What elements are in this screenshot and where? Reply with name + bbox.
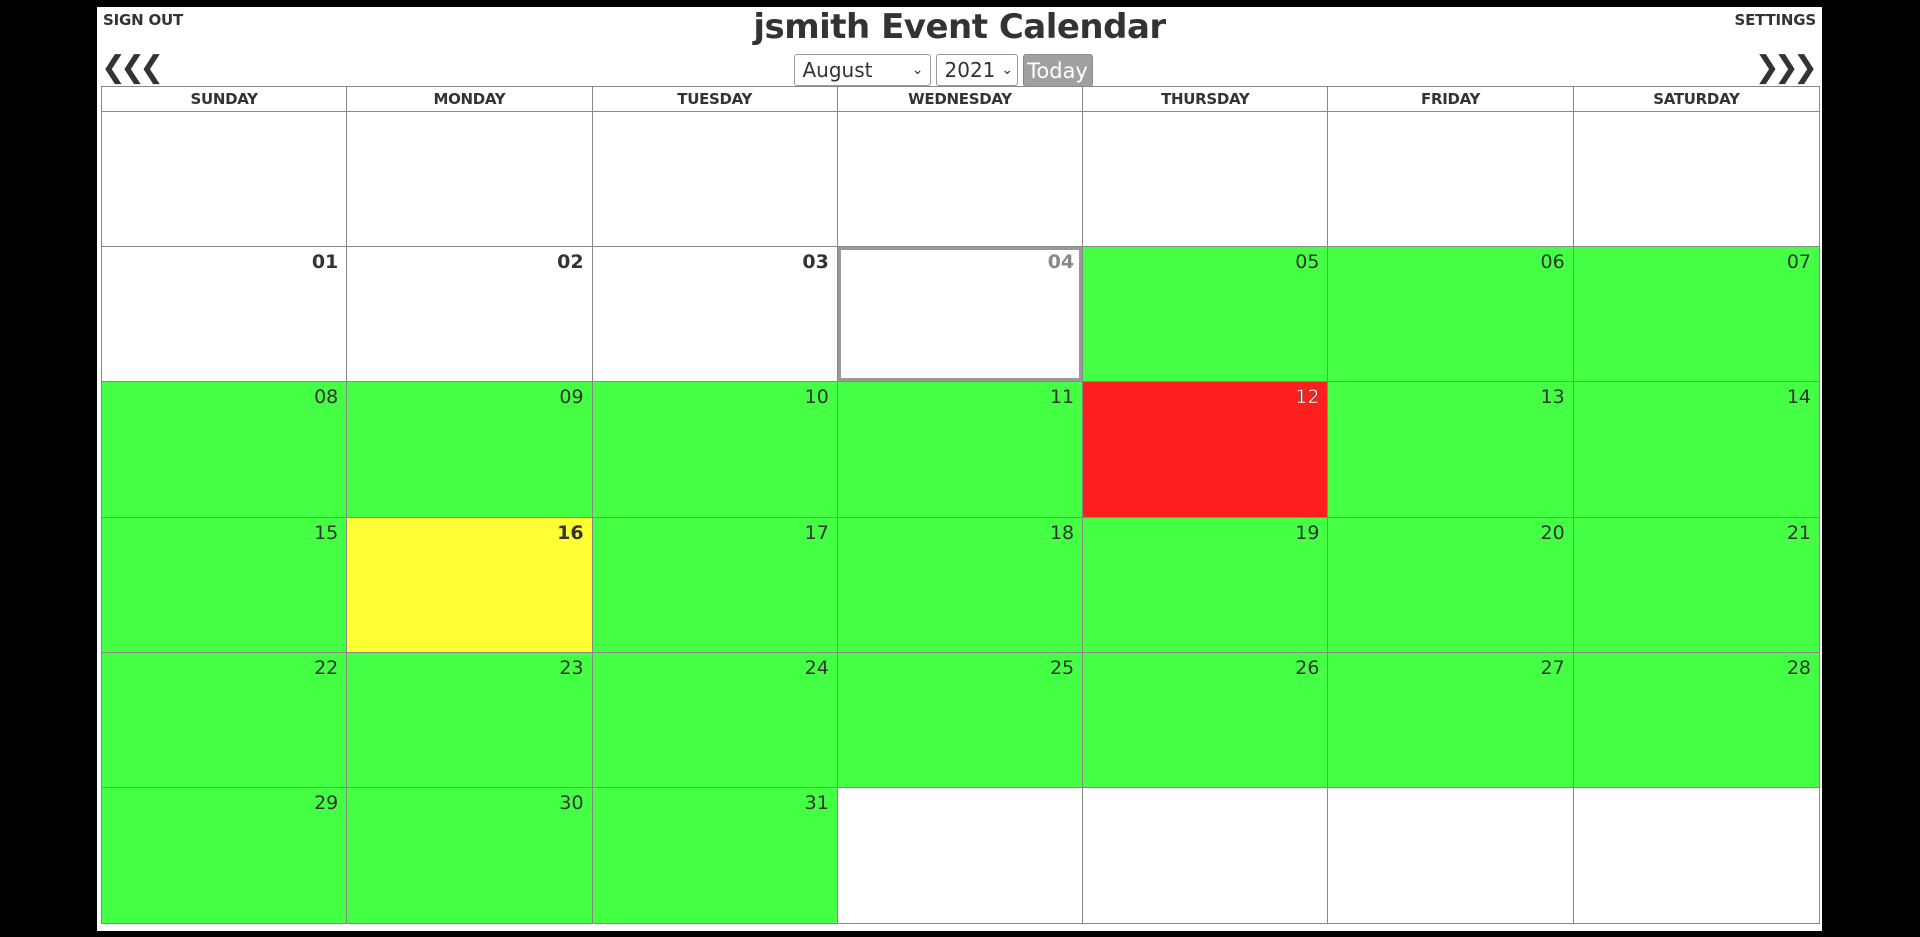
calendar-day-17[interactable]: 17 (592, 517, 838, 653)
calendar-grid: SUNDAY MONDAY TUESDAY WEDNESDAY THURSDAY FRID… (101, 86, 1820, 924)
calendar-day-21[interactable]: 21 (1573, 517, 1819, 653)
calendar-day-13[interactable]: 13 (1328, 382, 1574, 518)
calendar-day-31[interactable]: 31 (592, 787, 838, 923)
chevron-down-icon: ⌄ (1001, 62, 1014, 78)
next-month-arrow-icon[interactable]: ❯❯❯ (1754, 50, 1818, 85)
calendar-day-15[interactable]: 15 (102, 517, 348, 653)
calendar-day-12[interactable]: 12 (1083, 382, 1329, 518)
day-number: 09 (559, 386, 584, 409)
weekday-header-wednesday: WEDNESDAY (838, 87, 1084, 111)
day-number: 20 (1540, 521, 1565, 544)
calendar-day-27[interactable]: 27 (1328, 652, 1574, 788)
day-number: 18 (1049, 521, 1075, 544)
day-number: 04 (1047, 251, 1075, 274)
calendar-day-empty (1328, 112, 1574, 248)
day-number: 30 (559, 791, 584, 814)
calendar-day-empty (1573, 787, 1819, 923)
day-number: 13 (1540, 386, 1565, 409)
day-number: 16 (557, 521, 584, 544)
calendar-day-empty (1573, 112, 1819, 248)
calendar-day-28[interactable]: 28 (1573, 652, 1819, 788)
settings-link[interactable]: SETTINGS (1734, 11, 1816, 29)
page-title: jsmith Event Calendar (753, 7, 1166, 47)
calendar-day-20[interactable]: 20 (1328, 517, 1574, 653)
day-number: 12 (1295, 386, 1320, 409)
day-number: 01 (311, 251, 339, 274)
day-number: 19 (1295, 521, 1320, 544)
weekday-header-sunday: SUNDAY (102, 87, 348, 111)
calendar-day-empty (102, 112, 348, 248)
day-number: 29 (314, 791, 339, 814)
chevron-down-icon: ⌄ (911, 62, 924, 78)
day-number: 31 (804, 791, 829, 814)
day-number: 26 (1295, 656, 1320, 679)
prev-month-arrow-icon[interactable]: ❮❮❮ (101, 50, 164, 85)
calendar-day-29[interactable]: 29 (102, 787, 348, 923)
day-number: 27 (1540, 656, 1565, 679)
calendar-day-03[interactable]: 03 (592, 247, 838, 383)
calendar-day-empty (1083, 112, 1329, 248)
calendar-day-25[interactable]: 25 (837, 652, 1084, 788)
calendar-day-24[interactable]: 24 (592, 652, 838, 788)
calendar-day-30[interactable]: 30 (347, 787, 593, 923)
month-select-value: August (802, 58, 873, 82)
year-select-value: 2021 (944, 58, 996, 82)
day-number: 02 (557, 251, 584, 274)
calendar-day-11[interactable]: 11 (837, 382, 1084, 518)
day-number: 08 (314, 386, 339, 409)
calendar-day-04[interactable]: 04 (837, 247, 1084, 383)
calendar-day-02[interactable]: 02 (347, 247, 593, 383)
day-number: 14 (1786, 386, 1811, 409)
calendar-app: SIGN OUT jsmith Event Calendar SETTINGS … (97, 7, 1822, 931)
sign-out-link[interactable]: SIGN OUT (103, 11, 184, 29)
day-number: 11 (1049, 386, 1075, 409)
day-number: 10 (804, 386, 829, 409)
month-select[interactable]: August ⌄ (793, 54, 931, 86)
weekday-header-monday: MONDAY (347, 87, 593, 111)
day-number: 24 (804, 656, 829, 679)
day-number: 17 (804, 521, 829, 544)
calendar-day-10[interactable]: 10 (592, 382, 838, 518)
weekday-header-thursday: THURSDAY (1083, 87, 1329, 111)
calendar-day-14[interactable]: 14 (1573, 382, 1819, 518)
day-number: 05 (1295, 251, 1320, 274)
weekday-header-tuesday: TUESDAY (593, 87, 838, 111)
day-number: 15 (314, 521, 339, 544)
calendar-day-26[interactable]: 26 (1083, 652, 1329, 788)
calendar-day-07[interactable]: 07 (1573, 247, 1819, 383)
calendar-day-01[interactable]: 01 (102, 247, 348, 383)
calendar-days: 01 02 03 04 05 06 07 08 09 10 11 12 13 14 15 16 17 18 19 20… (102, 112, 1819, 923)
calendar-day-19[interactable]: 19 (1083, 517, 1329, 653)
calendar-day-empty (837, 112, 1084, 248)
calendar-day-empty (837, 787, 1084, 923)
weekday-header-friday: FRIDAY (1328, 87, 1574, 111)
day-number: 03 (802, 251, 829, 274)
calendar-day-23[interactable]: 23 (347, 652, 593, 788)
year-select[interactable]: 2021 ⌄ (935, 54, 1018, 86)
day-number: 25 (1049, 656, 1075, 679)
weekday-header-saturday: SATURDAY (1653, 90, 1740, 108)
weekday-header-row: SUNDAY MONDAY TUESDAY WEDNESDAY THURSDAY FRID… (102, 87, 1819, 112)
calendar-day-09[interactable]: 09 (347, 382, 593, 518)
calendar-day-empty (1328, 787, 1574, 923)
day-number: 22 (314, 656, 339, 679)
calendar-day-22[interactable]: 22 (102, 652, 348, 788)
calendar-day-16[interactable]: 16 (347, 517, 593, 653)
day-number: 28 (1786, 656, 1811, 679)
date-controls: August ⌄ 2021 ⌄ Today (97, 54, 1822, 87)
calendar-day-empty (1083, 787, 1329, 923)
day-number: 23 (559, 656, 584, 679)
calendar-day-06[interactable]: 06 (1328, 247, 1574, 383)
day-number: 06 (1540, 251, 1565, 274)
day-number: 07 (1786, 251, 1811, 274)
calendar-day-18[interactable]: 18 (837, 517, 1084, 653)
today-button[interactable]: Today (1022, 54, 1093, 87)
calendar-day-08[interactable]: 08 (102, 382, 348, 518)
calendar-day-empty (347, 112, 593, 248)
calendar-day-empty (592, 112, 838, 248)
calendar-day-05[interactable]: 05 (1083, 247, 1329, 383)
day-number: 21 (1786, 521, 1811, 544)
